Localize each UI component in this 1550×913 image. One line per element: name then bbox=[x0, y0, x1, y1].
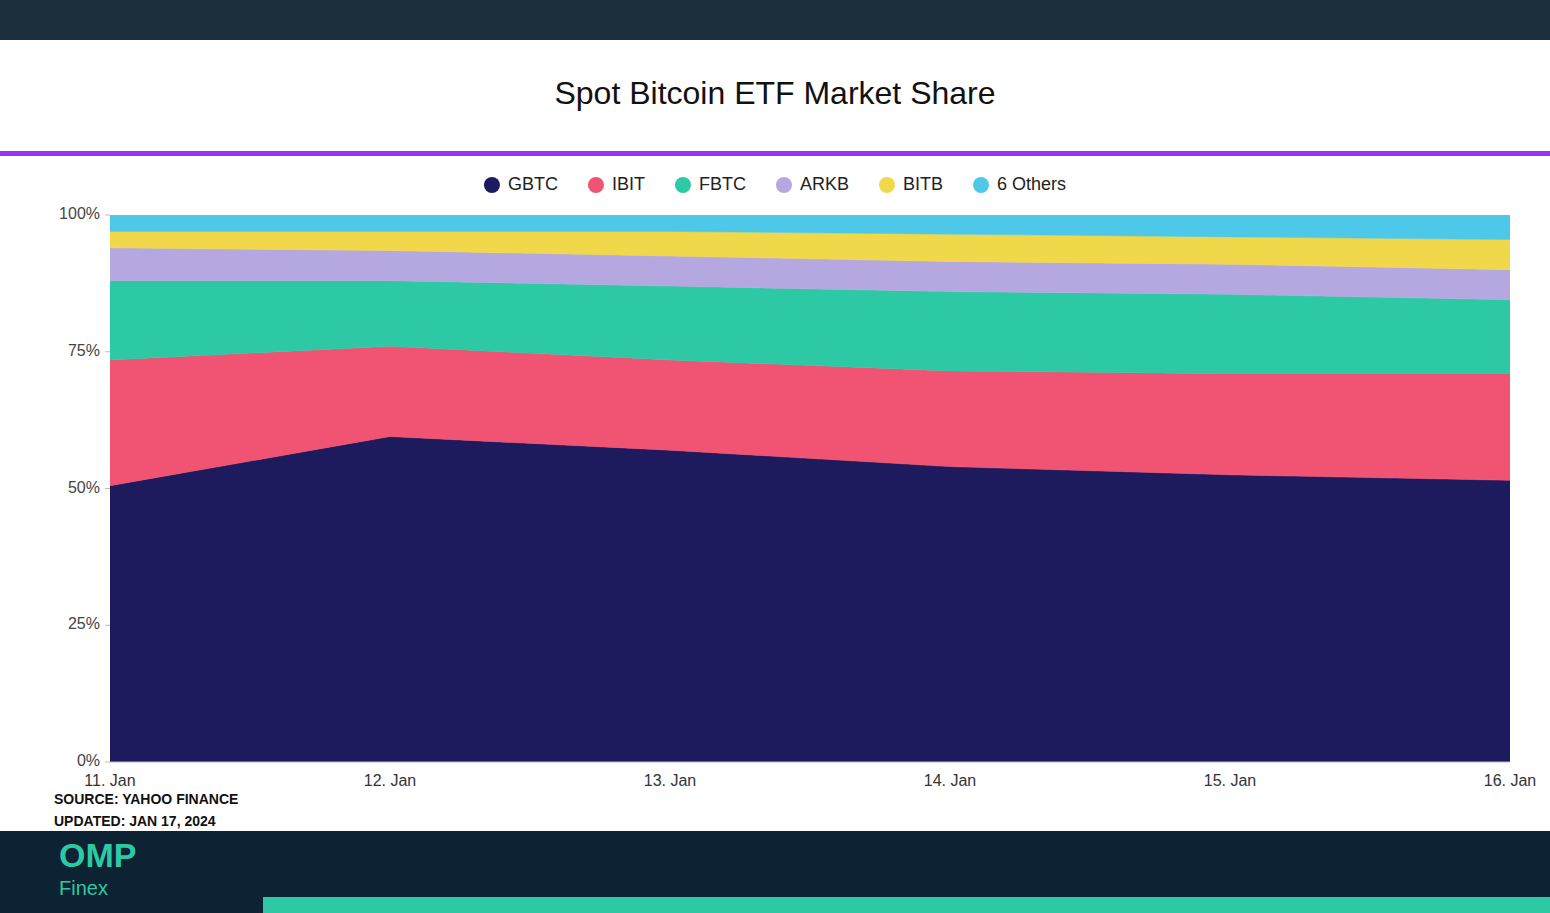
title: Spot Bitcoin ETF Market Share bbox=[554, 75, 995, 111]
legend-label: FBTC bbox=[699, 174, 746, 194]
legend-label: GBTC bbox=[508, 174, 558, 194]
y-tick bbox=[105, 762, 110, 763]
footer bbox=[0, 831, 1550, 913]
source-text: SOURCE: YAHOO FINANCE bbox=[54, 791, 238, 807]
y-tick bbox=[105, 215, 110, 216]
x-axis-line bbox=[110, 762, 1510, 763]
legend-item: 6 Others bbox=[973, 174, 1066, 194]
footer-accent bbox=[263, 897, 1550, 913]
legend-item: IBIT bbox=[588, 174, 645, 194]
areas bbox=[110, 215, 1510, 762]
legend-label: BITB bbox=[903, 174, 943, 194]
x-tick-label: 16. Jan bbox=[1484, 772, 1536, 789]
y-tick-label: 75% bbox=[68, 342, 100, 359]
area bbox=[110, 437, 1510, 762]
legend-item: BITB bbox=[879, 174, 943, 194]
legend-label: ARKB bbox=[800, 174, 849, 194]
footer-brand: Finex bbox=[59, 877, 108, 899]
y-tick bbox=[105, 625, 110, 626]
chart-container: Spot Bitcoin ETF Market Share GBTC IBIT FBT… bbox=[0, 0, 1550, 913]
x-tick-label: 11. Jan bbox=[84, 772, 135, 789]
source-text: UPDATED: JAN 17, 2024 bbox=[54, 813, 216, 829]
legend-item: ARKB bbox=[776, 174, 849, 194]
legend-swatch bbox=[484, 177, 500, 193]
legend-swatch bbox=[588, 177, 604, 193]
legend-swatch bbox=[973, 177, 989, 193]
y-tick-label: 25% bbox=[68, 615, 100, 632]
legend-label: 6 Others bbox=[997, 174, 1066, 194]
legend-item: FBTC bbox=[675, 174, 746, 194]
legend-label: IBIT bbox=[612, 174, 645, 194]
legend-swatch bbox=[675, 177, 691, 193]
legend-swatch bbox=[879, 177, 895, 193]
x-tick-label: 13. Jan bbox=[644, 772, 696, 789]
y-tick bbox=[105, 351, 110, 352]
top-bar bbox=[0, 0, 1550, 40]
y-tick-label: 100% bbox=[59, 205, 100, 222]
x-tick-label: 14. Jan bbox=[924, 772, 976, 789]
separator bbox=[0, 151, 1550, 156]
legend-item: GBTC bbox=[484, 174, 558, 194]
y-tick-label: 0% bbox=[77, 752, 100, 769]
y-tick bbox=[105, 488, 110, 489]
footer-brand: OMP bbox=[59, 836, 136, 874]
chart-svg: Spot Bitcoin ETF Market Share GBTC IBIT FBT… bbox=[0, 0, 1550, 913]
area bbox=[110, 215, 1510, 240]
legend-swatch bbox=[776, 177, 792, 193]
x-tick-label: 12. Jan bbox=[364, 772, 416, 789]
legend: GBTC IBIT FBTC ARKB BITB 6 Others bbox=[484, 174, 1066, 194]
y-tick-label: 50% bbox=[68, 479, 100, 496]
x-tick-label: 15. Jan bbox=[1204, 772, 1256, 789]
